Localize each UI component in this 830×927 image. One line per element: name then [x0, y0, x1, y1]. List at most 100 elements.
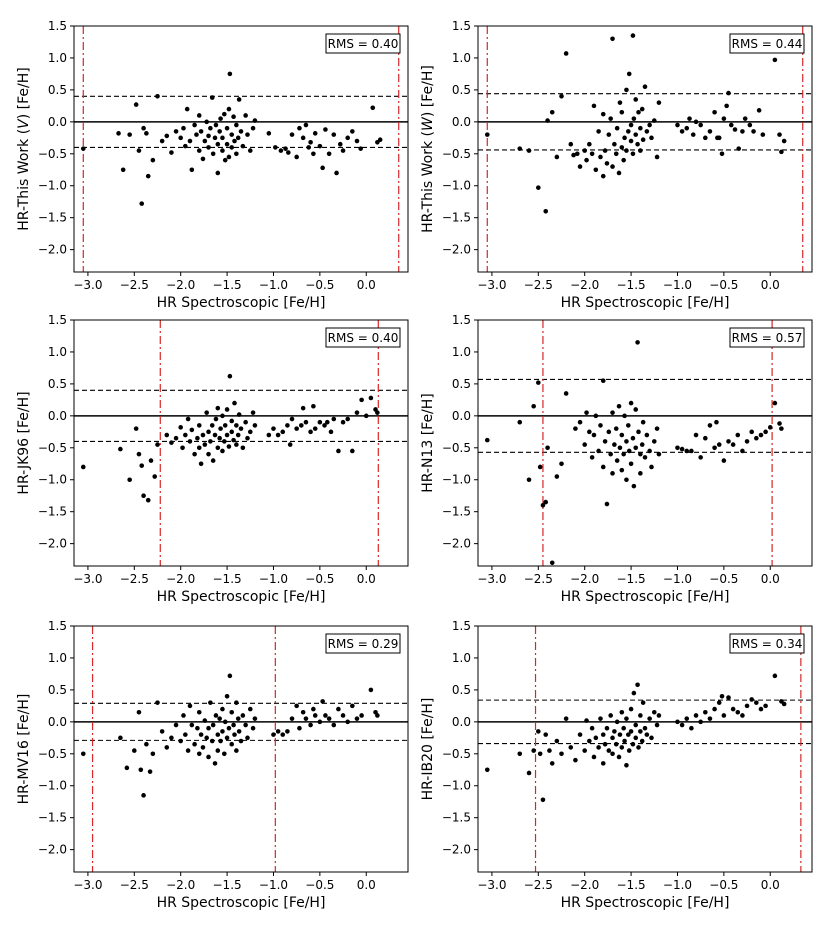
x-tick-label: −2.0 [570, 278, 599, 292]
data-point [604, 501, 610, 507]
data-point [222, 111, 227, 117]
rms-box [729, 327, 805, 348]
data-point [543, 499, 549, 505]
data-point [215, 170, 221, 176]
y-tick-label: −1.0 [38, 779, 67, 793]
data-point [749, 429, 754, 435]
data-point [630, 33, 636, 38]
data-point [222, 751, 227, 757]
x-axis-label: HR Spectroscopic [Fe/H] [561, 589, 730, 605]
data-point [689, 725, 694, 731]
y-axis-label: HR-IB20 [Fe/H] [420, 698, 436, 801]
y-tick-label: −2.0 [38, 537, 67, 551]
data-point [531, 403, 536, 409]
plot-frame [477, 319, 813, 567]
data-point [245, 132, 250, 137]
data-point [630, 151, 636, 157]
data-point [206, 451, 211, 457]
data-point [212, 761, 218, 766]
data-point [577, 732, 583, 737]
data-point [712, 445, 717, 451]
data-point [777, 421, 782, 426]
data-point [234, 700, 239, 705]
data-point [593, 735, 599, 741]
data-point [187, 439, 193, 444]
data-point [573, 426, 578, 431]
data-point [690, 132, 696, 137]
data-point [210, 458, 216, 463]
data-point [215, 748, 221, 753]
data-point [368, 395, 374, 401]
data-point [602, 148, 608, 153]
plot-area [74, 626, 408, 872]
data-point [622, 413, 627, 419]
data-point [250, 125, 256, 131]
x-tick-label: −2.0 [166, 878, 195, 892]
data-point [155, 700, 160, 705]
data-point [271, 426, 276, 431]
data-point [303, 419, 309, 425]
data-point [234, 122, 239, 128]
data-point [229, 741, 235, 747]
data-point [639, 738, 645, 744]
data-point [721, 713, 727, 718]
data-point [354, 410, 360, 415]
data-point [250, 410, 256, 415]
data-point [763, 703, 768, 709]
data-point [582, 442, 587, 447]
data-point [354, 138, 360, 144]
x-tick-label: 0.0 [761, 278, 780, 292]
data-point [624, 477, 629, 483]
data-point [217, 435, 222, 441]
data-point [633, 735, 639, 741]
data-point [628, 122, 634, 128]
y-tick-label: −2.0 [442, 243, 471, 257]
chart-panel-3: −3.0 −2.5 −2.0 −1.5 −1.0 −0.5 0.0 1.5 1.0 0.5 0.0 −… [16, 313, 409, 605]
y-axis-label: HR-This Work (V) [Fe/H] [16, 67, 32, 230]
plot-frame [477, 25, 813, 273]
data-point [273, 145, 278, 150]
rms-box [325, 633, 401, 654]
data-point [537, 751, 543, 757]
data-point [517, 419, 523, 425]
data-point [610, 410, 615, 415]
data-point [148, 458, 154, 463]
data-point [289, 716, 295, 721]
data-point [740, 713, 745, 718]
data-point [616, 170, 622, 176]
data-point [719, 693, 725, 699]
plot-data-layer [478, 26, 812, 272]
y-tick-label: 1.0 [48, 345, 67, 359]
data-point [612, 729, 617, 734]
data-point [571, 152, 576, 158]
data-point [132, 748, 137, 753]
rms-label: RMS = 0.57 [732, 331, 803, 345]
data-point [195, 725, 200, 731]
data-point [617, 100, 623, 105]
data-point [633, 132, 639, 137]
data-point [144, 131, 149, 136]
y-tick-label: 1.0 [452, 345, 471, 359]
plot-data-layer [74, 626, 408, 872]
y-axis-label-band: V [16, 118, 32, 129]
data-point [540, 502, 546, 508]
x-tick-label: −3.0 [477, 878, 506, 892]
data-point [215, 405, 221, 411]
data-point [235, 716, 241, 721]
plot-area [478, 626, 812, 872]
data-point [217, 129, 222, 134]
data-point [208, 125, 213, 131]
y-tick-label: −1.0 [442, 779, 471, 793]
data-point [698, 455, 703, 460]
data-point [582, 148, 587, 153]
x-tick-label: −2.5 [120, 278, 149, 292]
data-point [767, 425, 773, 430]
data-point [574, 151, 580, 157]
data-point [600, 464, 606, 470]
data-point [247, 706, 253, 712]
data-point [375, 713, 380, 718]
data-point [280, 429, 286, 435]
data-point [656, 451, 662, 457]
y-tick-label: −1.5 [38, 505, 67, 519]
x-tick-label: 0.0 [357, 572, 376, 586]
